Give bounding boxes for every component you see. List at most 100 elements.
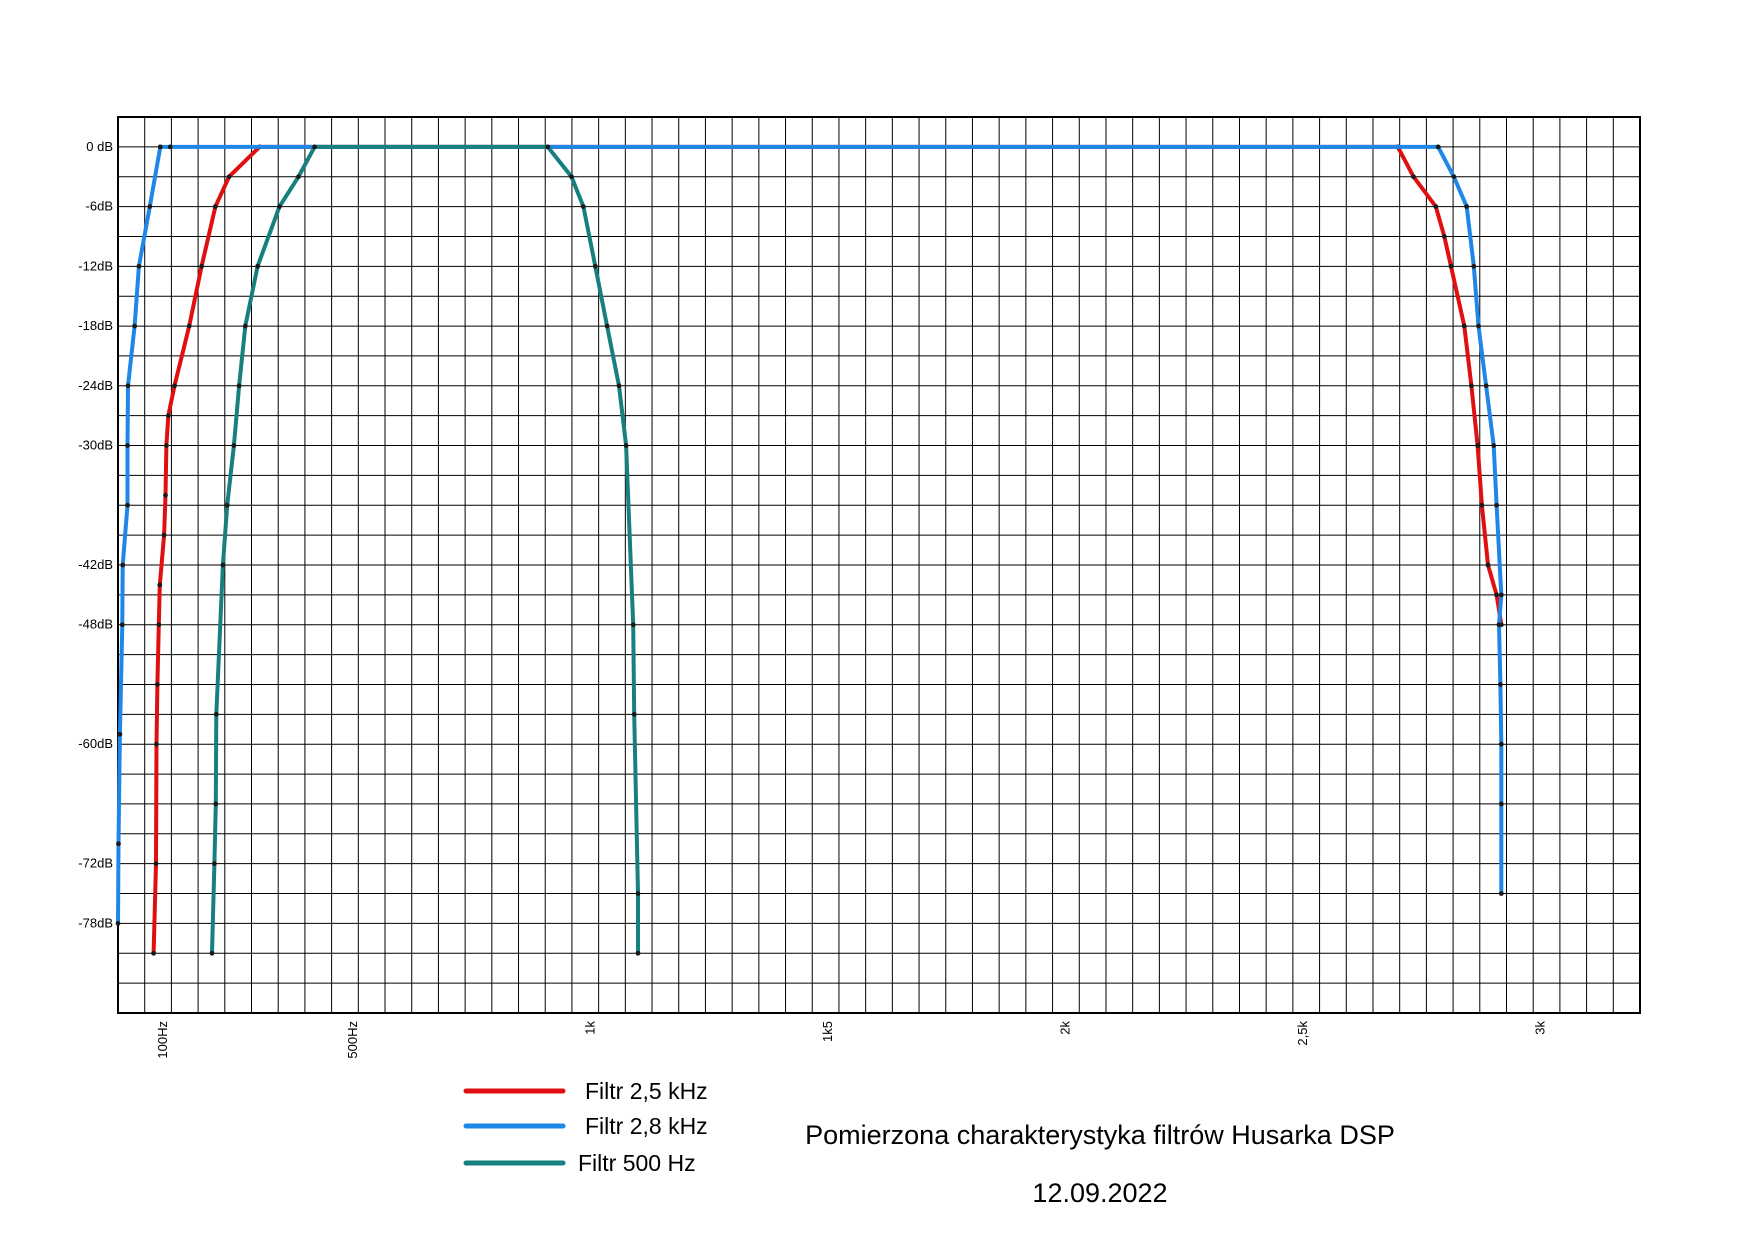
data-point — [604, 323, 610, 329]
data-point — [1461, 323, 1467, 329]
data-point — [212, 861, 217, 867]
data-point — [635, 891, 641, 896]
series-lines — [115, 144, 1504, 956]
x-tick-label: 500Hz — [345, 1021, 360, 1059]
data-point — [1411, 174, 1416, 180]
data-point — [172, 383, 177, 389]
data-point — [1433, 204, 1439, 210]
data-point — [1497, 682, 1503, 687]
data-point — [164, 443, 169, 448]
data-point — [616, 383, 622, 389]
data-point — [1471, 263, 1477, 269]
series-group — [151, 144, 1504, 956]
data-point — [277, 204, 282, 210]
x-tick-label: 1k — [583, 1021, 598, 1035]
data-point — [1496, 622, 1502, 628]
data-point — [1441, 234, 1447, 239]
x-tick-label: 100Hz — [155, 1021, 170, 1059]
data-point — [1498, 592, 1504, 598]
legend-label: Filtr 2,8 kHz — [585, 1113, 708, 1139]
data-point — [1476, 323, 1481, 329]
y-tick-label: -24dB — [78, 378, 113, 393]
data-point — [1491, 443, 1497, 448]
y-tick-label: -78dB — [78, 915, 113, 930]
data-point — [623, 443, 629, 448]
data-point — [1469, 383, 1474, 389]
legend: Filtr 2,5 kHz Filtr 2,8 kHz Filtr 500 Hz — [463, 1078, 708, 1176]
data-point — [163, 492, 168, 498]
series-group — [209, 144, 641, 956]
data-point — [136, 263, 142, 269]
data-point — [1498, 801, 1504, 807]
y-tick-label: -48dB — [78, 617, 113, 632]
data-point — [167, 144, 173, 150]
data-point — [1485, 562, 1491, 568]
data-point — [569, 174, 574, 180]
y-tick-label: -12dB — [78, 258, 113, 273]
x-tick-label: 1k5 — [820, 1021, 835, 1042]
data-point — [117, 731, 123, 737]
data-point — [312, 144, 318, 150]
y-tick-label: -72dB — [78, 856, 113, 871]
legend-label: Filtr 500 Hz — [578, 1150, 696, 1176]
data-point — [635, 950, 641, 956]
data-point — [116, 841, 121, 847]
data-point — [125, 502, 130, 508]
data-point — [120, 562, 126, 568]
data-point — [224, 502, 230, 508]
data-point — [157, 144, 163, 150]
x-tick-label: 2k — [1057, 1021, 1072, 1035]
data-point — [1483, 383, 1489, 389]
legend-label: Filtr 2,5 kHz — [585, 1078, 708, 1104]
chart-subtitle: 12.09.2022 — [1032, 1178, 1168, 1208]
data-point — [155, 682, 160, 687]
data-point — [209, 950, 215, 956]
y-tick-label: -30dB — [78, 438, 113, 453]
data-point — [153, 861, 159, 867]
data-point — [1494, 592, 1499, 598]
series-group — [115, 144, 1504, 926]
data-point — [115, 921, 121, 926]
data-point — [165, 413, 171, 419]
data-point — [231, 443, 237, 448]
data-point — [132, 323, 138, 329]
data-point — [1494, 502, 1499, 508]
data-point — [1435, 144, 1441, 150]
series-line — [151, 144, 1504, 956]
data-point — [151, 950, 157, 956]
data-point — [199, 263, 204, 269]
data-point — [242, 323, 248, 329]
x-tick-label: 2,5k — [1295, 1021, 1310, 1046]
data-point — [119, 622, 125, 628]
data-point — [154, 741, 159, 747]
data-point — [125, 383, 131, 389]
data-point — [186, 323, 192, 329]
series-line — [210, 144, 640, 956]
data-point — [545, 144, 551, 150]
data-point — [1448, 263, 1454, 269]
data-point — [220, 562, 226, 568]
data-point — [592, 263, 598, 269]
y-tick-label: -18dB — [78, 318, 113, 333]
data-point — [213, 801, 219, 807]
data-point — [213, 711, 219, 717]
data-point — [161, 532, 167, 538]
data-point — [156, 622, 162, 628]
data-point — [631, 711, 637, 717]
y-tick-label: -60dB — [78, 736, 113, 751]
data-point — [212, 204, 218, 210]
y-tick-label: 0 dB — [86, 139, 113, 154]
data-point — [255, 263, 261, 269]
data-point — [157, 582, 163, 588]
data-point — [236, 383, 242, 389]
x-tick-label: 3k — [1532, 1021, 1547, 1035]
data-point — [125, 443, 130, 448]
grid — [117, 116, 1641, 1014]
data-point — [1475, 443, 1480, 448]
data-point — [1451, 174, 1457, 180]
data-point — [226, 174, 232, 180]
data-point — [1464, 204, 1470, 210]
data-point — [1498, 741, 1504, 747]
x-axis-labels: 100Hz 500Hz 1k 1k5 2k 2,5k 3k — [155, 1021, 1547, 1059]
